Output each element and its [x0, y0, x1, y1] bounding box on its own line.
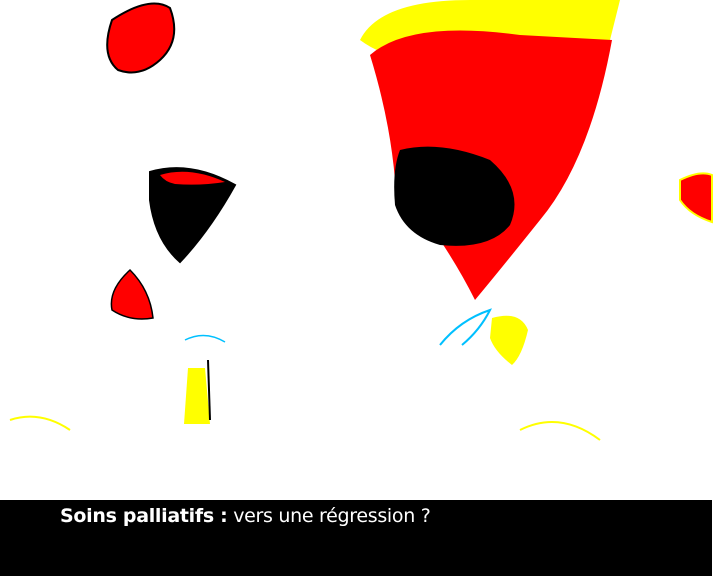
cyan-speckle-left — [184, 334, 226, 343]
yellow-arc-right — [519, 421, 601, 441]
caption-title: Soins palliatifs : vers une régression ? — [60, 500, 431, 532]
black-triangle — [149, 167, 237, 264]
cyan-speckle-center — [439, 308, 492, 346]
yellow-arc-left — [9, 415, 71, 431]
red-blob-top-left — [106, 2, 176, 74]
yellow-drop-center — [490, 315, 528, 365]
yellow-bar-left — [184, 368, 210, 424]
black-triangle-red-edge — [160, 171, 225, 185]
caption-bold: Soins palliatifs : — [60, 505, 228, 527]
caption-rest: vers une régression ? — [227, 505, 431, 527]
black-patch — [394, 146, 515, 246]
red-drop-left — [110, 268, 154, 320]
red-drop-right — [679, 172, 713, 224]
caption-bar — [0, 500, 712, 576]
black-stroke-left — [207, 359, 211, 421]
